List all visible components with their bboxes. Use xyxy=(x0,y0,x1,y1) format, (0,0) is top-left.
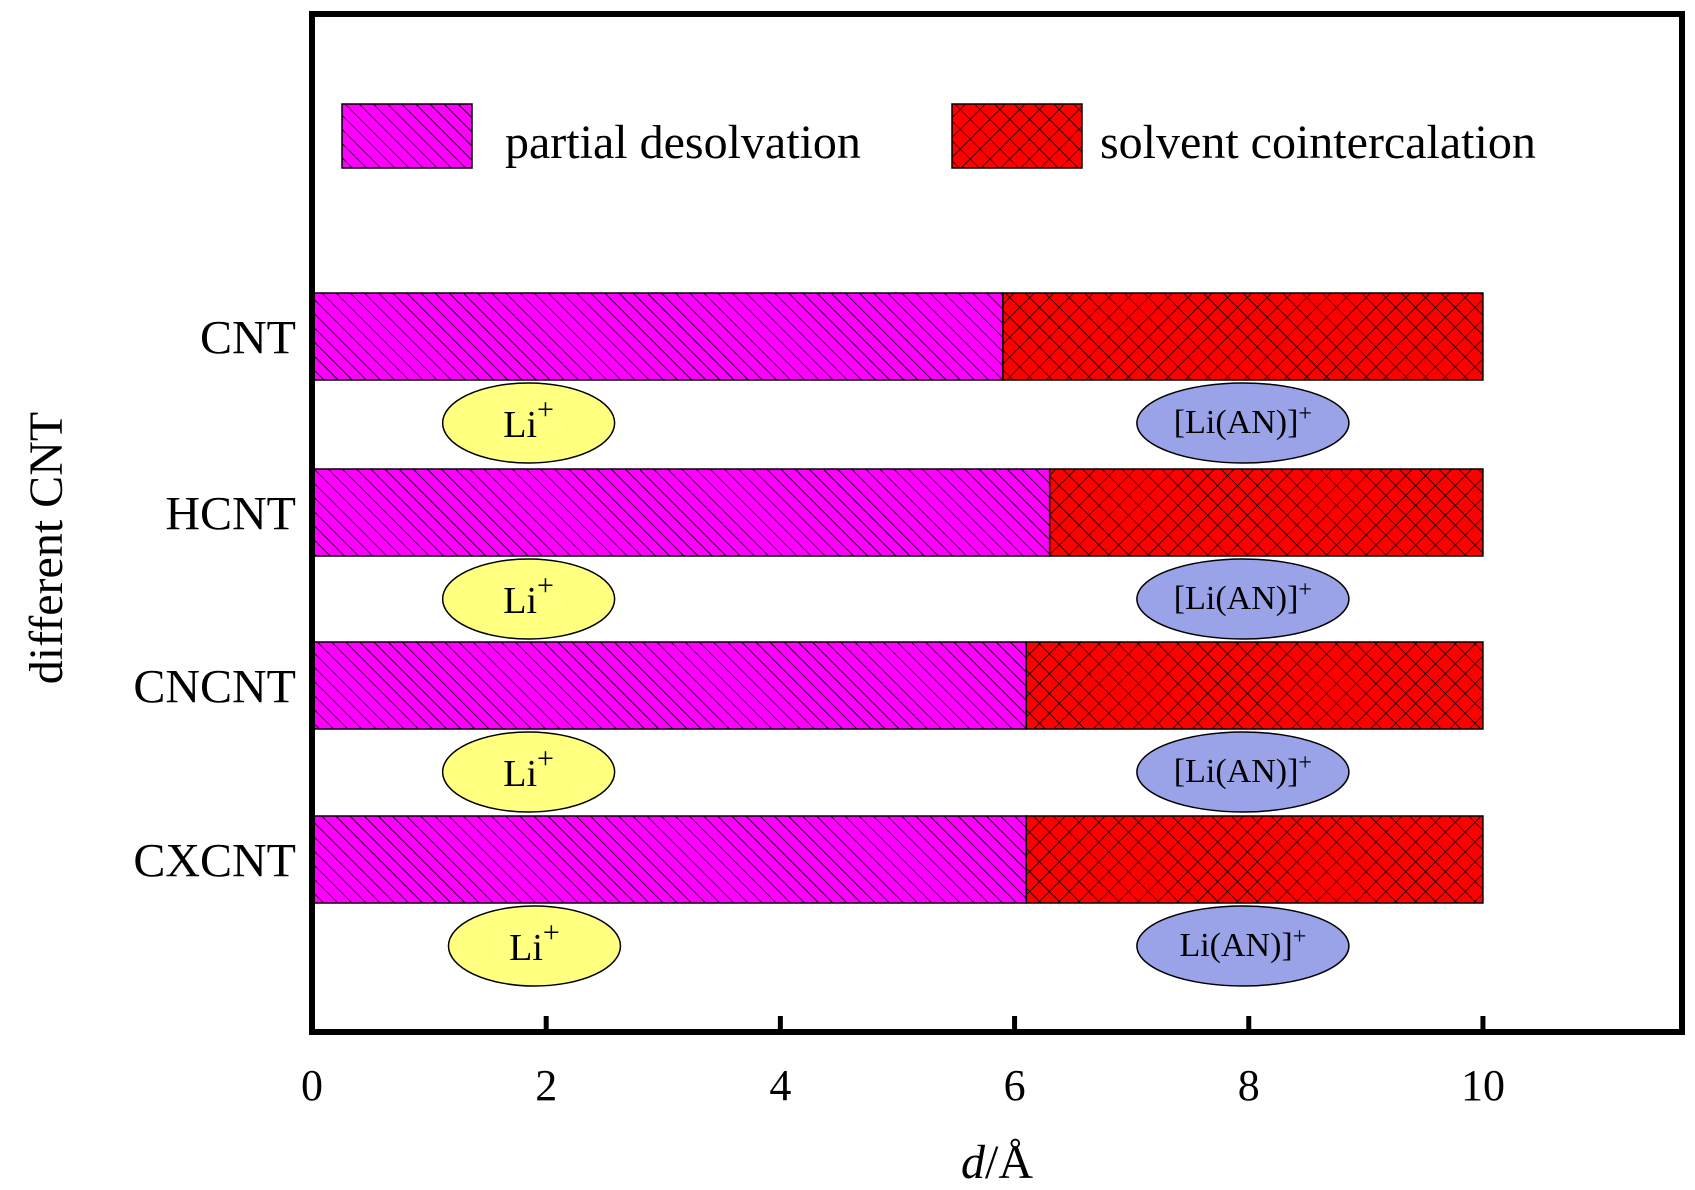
x-tick-label-10: 10 xyxy=(1461,1061,1505,1110)
x-tick-label-0: 0 xyxy=(301,1061,323,1110)
legend-label-solvent-cointercalation: solvent cointercalation xyxy=(1100,116,1536,169)
bar-hcnt-solvent-cointercalation xyxy=(1048,468,1484,557)
bar-cncnt-partial-desolvation xyxy=(311,641,1028,730)
category-labels-group: CNT HCNT CNCNT CXCNT xyxy=(133,312,296,888)
legend: partial desolvation solvent cointercalat… xyxy=(341,103,1536,169)
ion-label-hcnt-right: [Li(AN)]+ xyxy=(1174,577,1312,617)
ion-bubble-hcnt-right xyxy=(1136,558,1350,640)
ion-bubble-cxcnt-right xyxy=(1136,905,1350,987)
bar-cnt-solvent-cointercalation xyxy=(1002,292,1484,381)
bar-cnt-partial-desolvation xyxy=(311,292,1004,381)
category-label-cxcnt: CXCNT xyxy=(133,835,296,888)
category-label-cncnt: CNCNT xyxy=(133,661,296,714)
bar-hcnt-partial-desolvation xyxy=(311,468,1051,557)
ion-label-cncnt-left: Li+ xyxy=(503,742,554,795)
bar-cxcnt-partial-desolvation xyxy=(311,815,1028,904)
y-axis-title: different CNT xyxy=(20,412,73,684)
ion-bubble-cncnt-right xyxy=(1136,731,1350,813)
ion-bubble-cnt-left xyxy=(441,382,616,464)
bars-group xyxy=(311,292,1484,904)
ion-bubble-hcnt-left xyxy=(441,558,616,640)
legend-swatch-partial-desolvation xyxy=(341,103,473,169)
ion-label-hcnt-left: Li+ xyxy=(503,569,554,622)
annotations-group: Li+ [Li(AN)]+ Li+ [Li(AN)]+ Li+ [Li(AN)]+ Li+ L… xyxy=(441,382,1350,987)
ion-label-cnt-left: Li+ xyxy=(503,393,554,446)
ion-label-cxcnt-right: Li(AN)]+ xyxy=(1179,924,1306,964)
legend-label-partial-desolvation: partial desolvation xyxy=(505,116,861,169)
ion-label-cxcnt-left: Li+ xyxy=(509,916,560,969)
x-axis-title: d/Å xyxy=(961,1136,1033,1189)
category-label-cnt: CNT xyxy=(200,312,296,365)
x-tick-label-8: 8 xyxy=(1238,1061,1260,1110)
x-tick-label-4: 4 xyxy=(769,1061,791,1110)
ion-label-cnt-right: [Li(AN)]+ xyxy=(1174,401,1312,441)
ion-bubble-cnt-right xyxy=(1136,382,1350,464)
category-label-hcnt: HCNT xyxy=(165,488,296,541)
x-tick-label-2: 2 xyxy=(535,1061,557,1110)
legend-swatch-solvent-cointercalation xyxy=(951,103,1083,169)
x-tick-label-6: 6 xyxy=(1004,1061,1026,1110)
bar-cxcnt-solvent-cointercalation xyxy=(1025,815,1484,904)
ion-label-cncnt-right: [Li(AN)]+ xyxy=(1174,750,1312,790)
ion-bubble-cxcnt-left xyxy=(447,905,622,987)
plot-frame xyxy=(309,11,1685,1035)
ion-bubble-cncnt-left xyxy=(441,731,616,813)
bar-cncnt-solvent-cointercalation xyxy=(1025,641,1484,730)
